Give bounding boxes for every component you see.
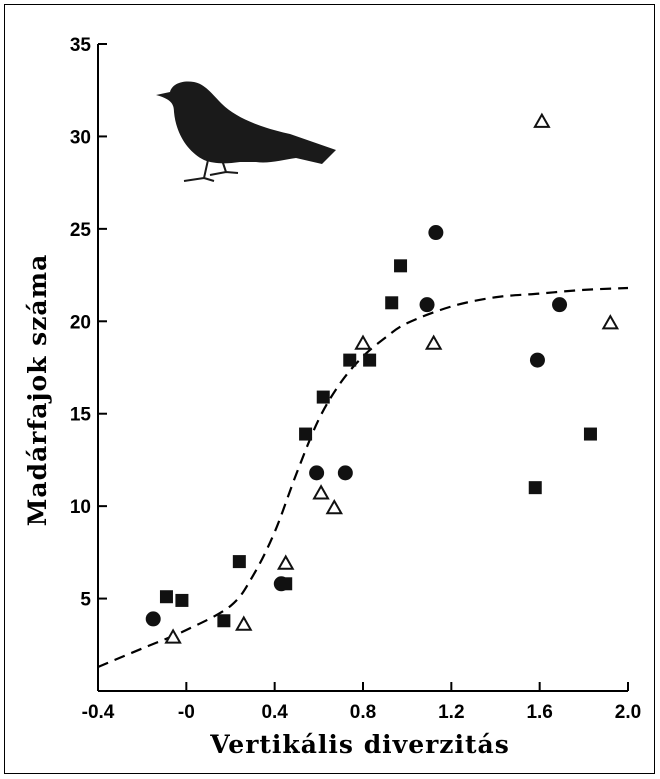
point-square — [394, 259, 408, 273]
point-square — [159, 590, 173, 604]
point-circle — [428, 225, 444, 241]
y-axis-title: Madárfajok száma — [23, 254, 52, 527]
x-tick-label: -0.4 — [82, 702, 115, 723]
point-triangle — [354, 334, 372, 350]
x-axis-title: Vertikális diverzitás — [209, 730, 510, 759]
point-triangle — [424, 334, 443, 350]
y-tick-label: 5 — [80, 590, 91, 611]
point-circle — [419, 297, 435, 313]
point-triangle — [276, 554, 295, 570]
point-triangle — [533, 112, 551, 128]
y-tick-label: 20 — [70, 312, 91, 333]
point-square — [279, 577, 293, 591]
y-tick-label: 25 — [70, 220, 92, 241]
point-triangle — [601, 314, 620, 330]
x-tick-label: 0.4 — [261, 702, 288, 723]
point-square — [316, 390, 330, 404]
point-square — [232, 555, 246, 569]
point-square — [363, 353, 377, 367]
point-circle — [337, 465, 353, 481]
point-triangle — [164, 628, 182, 644]
ticks — [97, 43, 629, 691]
point-triangle — [312, 484, 330, 500]
x-tick-label: 0.8 — [350, 702, 376, 723]
point-square — [299, 427, 313, 441]
point-circle — [552, 297, 568, 313]
x-tick-label: -0 — [178, 702, 195, 723]
bird-silhouette-icon — [156, 81, 336, 182]
point-square — [583, 427, 597, 441]
data-points — [145, 112, 620, 644]
point-square — [528, 481, 542, 495]
x-tick-label: 1.2 — [438, 702, 464, 723]
tick-labels: -0.4 -0 0.4 0.8 1.2 1.6 2.0 5 10 15 20 25 30 35 — [70, 35, 641, 723]
y-tick-label: 35 — [70, 35, 92, 56]
point-square — [217, 614, 231, 628]
point-square — [343, 353, 357, 367]
y-tick-label: 15 — [70, 405, 92, 426]
fit-curve — [97, 286, 629, 668]
point-circle — [309, 465, 325, 481]
point-circle — [145, 611, 161, 627]
chart-frame — [4, 4, 655, 774]
point-triangle — [235, 615, 253, 631]
point-square — [175, 593, 189, 607]
x-tick-label: 2.0 — [615, 702, 641, 723]
point-circle — [529, 352, 545, 368]
x-tick-label: 1.6 — [526, 702, 552, 723]
point-triangle — [325, 498, 344, 515]
y-tick-label: 30 — [70, 127, 91, 148]
point-square — [385, 296, 399, 310]
y-tick-label: 10 — [70, 497, 91, 518]
